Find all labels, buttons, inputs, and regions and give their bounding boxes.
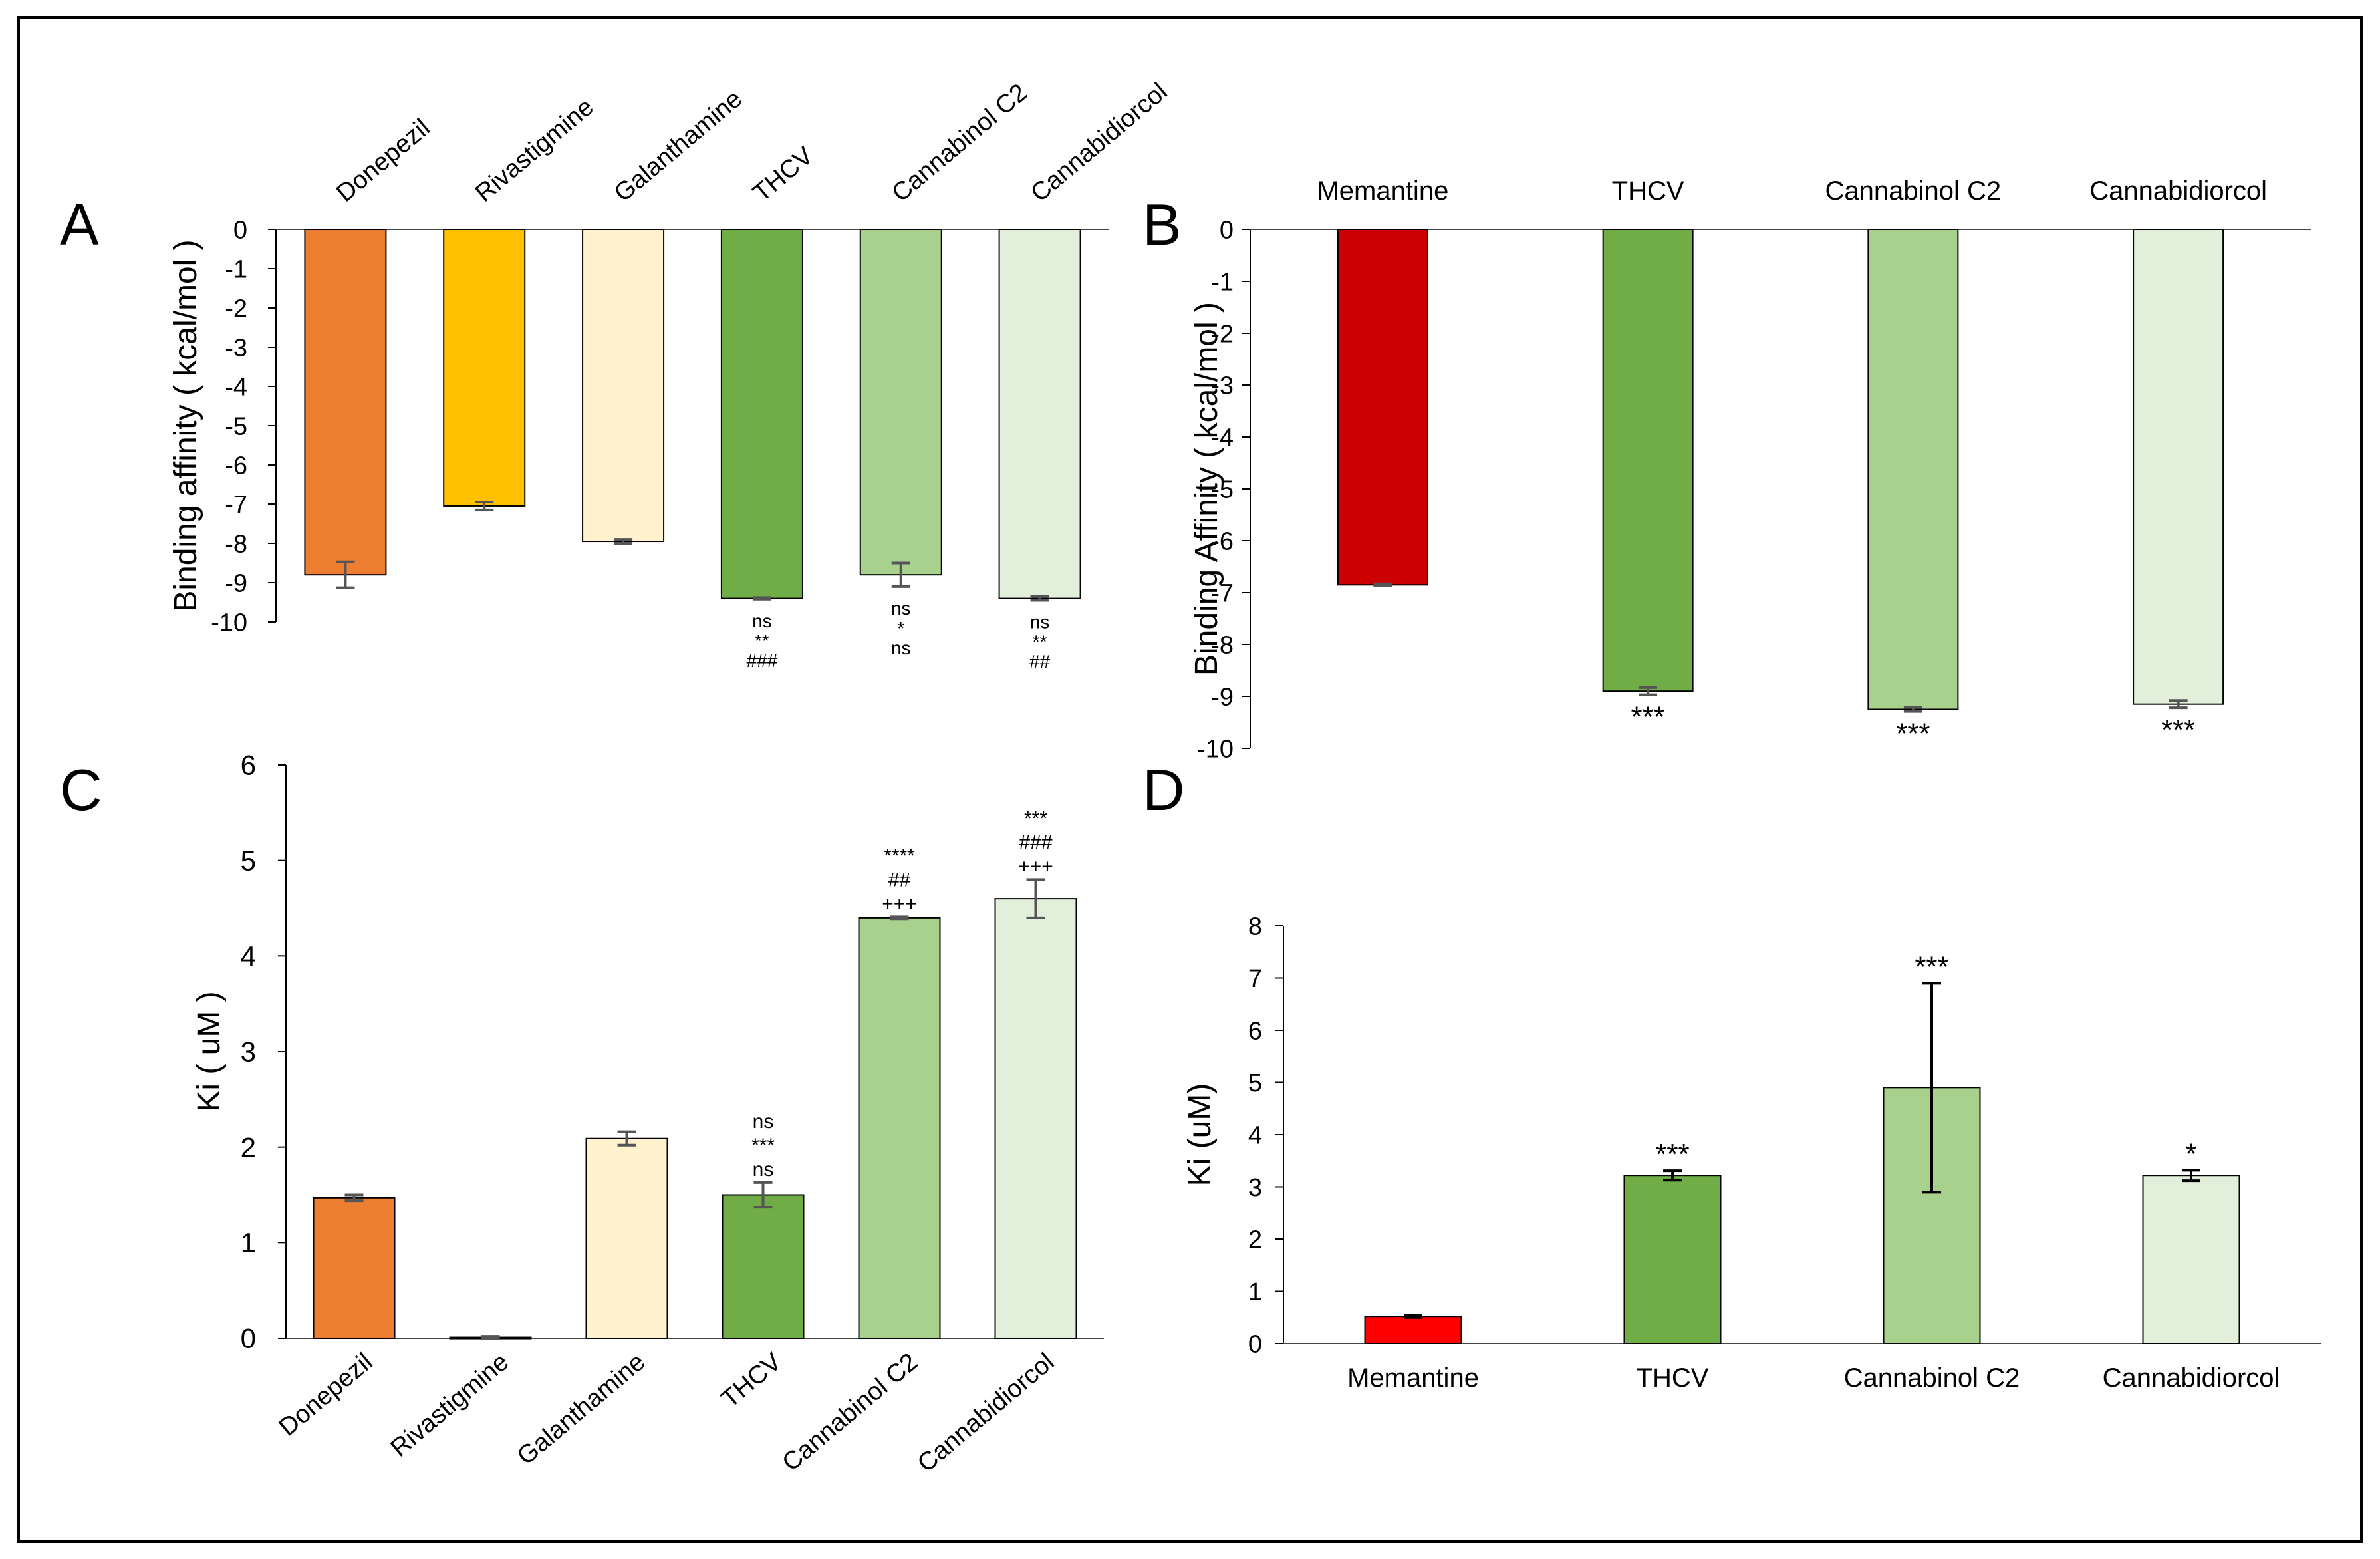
- chart-d-category-label: THCV: [1637, 1363, 1709, 1393]
- chart-b-bar: [1602, 229, 1694, 692]
- chart-b-y-tick-label: -5: [1211, 476, 1234, 503]
- chart-b-significance-label: ***: [2161, 714, 2195, 746]
- chart-a-y-tick-label: -1: [225, 255, 247, 283]
- chart-a-bar: [720, 229, 803, 599]
- chart-a-y-tick-label: 0: [233, 216, 247, 244]
- chart-b-y-tick-label: 0: [1220, 216, 1234, 244]
- chart-c-y-axis-title: Ki ( uM ): [192, 991, 227, 1111]
- chart-b-category-label: Cannabidiorcol: [2089, 176, 2267, 206]
- chart-d-y-tick-label: 4: [1248, 1121, 1262, 1149]
- chart-c-significance-label: +++: [882, 893, 917, 915]
- chart-a-significance-label: ns: [891, 598, 911, 619]
- chart-b: 0 -1 -2 -3 -4 -5 -6 -7 -8 -9 -10 Binding Affinity (…: [1189, 176, 2311, 763]
- chart-c-y-tick-label: 1: [241, 1227, 256, 1258]
- chart-d-category-label: Memantine: [1347, 1363, 1479, 1393]
- chart-d-y-axis-title: Ki (uM): [1182, 1083, 1218, 1187]
- chart-a-significance-label: *: [897, 618, 904, 638]
- chart-d-y-tick-label: 3: [1248, 1174, 1262, 1202]
- chart-b-y-tick-label: -8: [1211, 631, 1234, 659]
- chart-b-y-tick-label: -4: [1211, 424, 1234, 452]
- chart-d-significance-label: ***: [1915, 950, 1948, 983]
- chart-a-bar: [859, 229, 942, 576]
- chart-a-y-axis-title: Binding affinity ( kcal/mol ): [168, 239, 203, 611]
- chart-d-bar: [1364, 1316, 1462, 1345]
- chart-c-bar: [858, 917, 941, 1340]
- panel-label-a: A: [60, 192, 99, 257]
- chart-b-y-tick-label: -7: [1211, 579, 1234, 607]
- chart-a-y-tick-label: -2: [225, 295, 247, 323]
- chart-b-bar: [2133, 229, 2224, 705]
- chart-d: 0 1 2 3 4 5 6 7 8 Ki (uM) Memantine THCV *** Cannabin…: [1182, 913, 2321, 1393]
- chart-a-y-tick-label: -9: [225, 569, 247, 597]
- chart-a-significance-label: ns: [752, 611, 772, 631]
- chart-b-bar: [1867, 229, 1959, 710]
- chart-c-significance-label: ***: [1024, 807, 1047, 829]
- chart-c-significance-label: ##: [888, 869, 911, 891]
- chart-c-bar: [994, 898, 1077, 1339]
- chart-b-category-label: Cannabinol C2: [1825, 176, 2002, 206]
- chart-d-y-tick-label: 7: [1248, 965, 1262, 993]
- chart-a-y-tick-label: -5: [225, 412, 247, 440]
- chart-d-category-label: Cannabinol C2: [1844, 1363, 2020, 1393]
- chart-d-y-tick-label: 5: [1248, 1069, 1262, 1097]
- chart-a-significance-label: ns: [891, 638, 911, 658]
- chart-b-y-tick-label: -6: [1211, 527, 1234, 555]
- chart-b-y-tick-label: -2: [1211, 320, 1234, 348]
- panel-label-b: B: [1142, 192, 1182, 257]
- chart-c-y-tick-label: 3: [241, 1036, 256, 1067]
- chart-c-significance-label: ****: [884, 845, 915, 867]
- chart-a-y-tick-label: -4: [225, 373, 247, 401]
- chart-b-category-label: THCV: [1612, 176, 1684, 206]
- chart-b-bar: [1337, 229, 1428, 586]
- chart-a-y-tick-label: -7: [225, 491, 247, 519]
- panel-label-c: C: [60, 757, 102, 823]
- panel-label-d: D: [1142, 757, 1185, 823]
- chart-d-significance-label: *: [2185, 1137, 2196, 1170]
- chart-b-y-tick-label: -9: [1211, 683, 1234, 711]
- chart-c-y-tick-label: 0: [241, 1323, 256, 1354]
- chart-d-bar: [1623, 1175, 1722, 1344]
- chart-c-bar: [585, 1137, 668, 1340]
- chart-b-y-axis-title: Binding Affinity ( kcal/mol ): [1189, 302, 1224, 676]
- chart-b-category-label: Memantine: [1317, 176, 1448, 206]
- chart-d-bar: [2142, 1175, 2240, 1344]
- chart-c-bar: [722, 1194, 805, 1339]
- chart-c-y-tick-label: 2: [241, 1131, 256, 1163]
- chart-d-significance-label: ***: [1655, 1138, 1689, 1171]
- chart-b-significance-label: ***: [1896, 718, 1930, 750]
- chart-a-bar: [998, 229, 1081, 599]
- chart-d-y-tick-label: 2: [1248, 1226, 1262, 1254]
- chart-a-y-tick-label: -6: [225, 452, 247, 480]
- chart-d-y-tick-label: 8: [1248, 913, 1262, 940]
- chart-b-y-tick-label: -10: [1197, 735, 1234, 763]
- chart-a-significance-label: ###: [747, 650, 778, 671]
- chart-a-significance-label: **: [1033, 632, 1047, 652]
- chart-a-y-tick-label: -3: [225, 334, 247, 362]
- chart-a-significance-label: ##: [1029, 652, 1051, 672]
- chart-a-significance-label: ns: [1030, 612, 1050, 633]
- chart-c-significance-label: ns: [753, 1111, 774, 1133]
- chart-b-y-tick-label: -1: [1211, 268, 1234, 296]
- chart-d-y-tick-label: 1: [1248, 1278, 1262, 1306]
- chart-c-bar: [313, 1197, 396, 1340]
- chart-c-significance-label: ***: [751, 1135, 775, 1157]
- chart-c-significance-label: ns: [753, 1159, 774, 1181]
- chart-c-y-tick-label: 4: [241, 940, 256, 972]
- chart-c-y-tick-label: 6: [241, 750, 256, 781]
- chart-a-bar: [304, 229, 387, 576]
- chart-b-significance-label: ***: [1631, 701, 1664, 734]
- chart-d-y-tick-label: 0: [1248, 1330, 1262, 1358]
- chart-a-y-tick-label: -8: [225, 530, 247, 558]
- chart-d-category-label: Cannabidiorcol: [2103, 1363, 2280, 1393]
- chart-c-significance-label: +++: [1018, 855, 1053, 877]
- chart-b-y-tick-label: -3: [1211, 372, 1234, 400]
- chart-d-y-tick-label: 6: [1248, 1017, 1262, 1045]
- chart-a-bar: [443, 229, 526, 507]
- chart-a-y-tick-label: -10: [211, 609, 247, 637]
- chart-c-significance-label: ###: [1019, 831, 1052, 853]
- chart-a-bar: [582, 229, 665, 543]
- chart-a-significance-label: **: [755, 631, 769, 651]
- chart-c-y-tick-label: 5: [241, 845, 256, 876]
